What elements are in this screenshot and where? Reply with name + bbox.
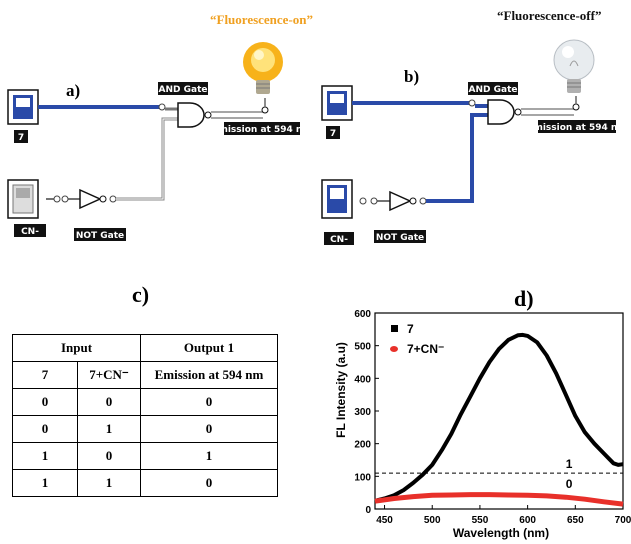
y-tick-label: 300 (354, 407, 371, 418)
table-row: 1 0 1 (12, 442, 278, 470)
x-tick-label: 500 (424, 515, 441, 526)
col-7: 7 (12, 361, 78, 389)
series-line-7 (374, 332, 624, 503)
legend-label: 7 (407, 322, 414, 336)
panel-a: a) “Fluorescence-on” 7 CN- (7, 12, 313, 241)
fluorescence-on-label: “Fluorescence-on” (210, 12, 313, 27)
panel-a-label: a) (66, 81, 80, 100)
table-cell: 1 (77, 415, 141, 443)
table-cell: 0 (140, 469, 278, 497)
header-output: Output 1 (140, 334, 278, 362)
and-gate-label: AND Gate (159, 85, 208, 95)
not-gate-icon (79, 188, 102, 210)
emission-label-b: Emission at 594 nm (527, 123, 626, 133)
truth-table: Input Output 1 7 7+CN⁻ Emission at 594 n… (12, 334, 278, 497)
header-input: Input (12, 334, 141, 362)
series-line-7-cn (374, 492, 624, 507)
lightbulb-off-icon (553, 39, 595, 93)
not-gate-b-label: NOT Gate (376, 233, 424, 243)
input-switch-7-icon (7, 89, 39, 125)
table-row: 0 1 0 (12, 415, 278, 443)
table-cell: 1 (12, 442, 78, 470)
table-cell: 0 (140, 415, 278, 443)
table-cell: 1 (77, 469, 141, 497)
logic-circuits: a) “Fluorescence-on” 7 CN- (7, 8, 627, 245)
y-tick-label: 0 (365, 505, 371, 516)
col-emission: Emission at 594 nm (140, 361, 278, 389)
table-row: 1 1 0 (12, 469, 278, 497)
x-tick-label: 550 (472, 515, 489, 526)
x-axis-label: Wavelength (nm) (453, 526, 549, 540)
threshold-label-0: 0 (566, 477, 573, 491)
y-tick-label: 400 (354, 374, 371, 385)
wire-not-to-and (116, 117, 178, 201)
input-cn-label: CN- (21, 227, 39, 237)
panel-c-label: c) (132, 282, 150, 307)
table-subheader-row: 7 7+CN⁻ Emission at 594 nm (12, 361, 278, 389)
input-cn-b-label: CN- (330, 235, 348, 245)
x-tick-label: 650 (567, 515, 584, 526)
input-7-b-label: 7 (330, 129, 336, 139)
y-tick-label: 500 (354, 342, 371, 353)
not-gate-label: NOT Gate (76, 231, 124, 241)
panel-d-label: d) (514, 286, 534, 311)
y-tick-label: 200 (354, 440, 371, 451)
lightbulb-on-icon (243, 42, 283, 94)
fluorescence-spectrum-chart: 0 100 200 300 400 500 600 450 500 550 600 650 700 1 0… (334, 309, 631, 540)
table-cell: 1 (12, 469, 78, 497)
table-cell: 0 (12, 415, 78, 443)
emission-label-a: Emission at 594 nm (212, 125, 311, 135)
legend-marker (390, 346, 398, 352)
table-cell: 0 (77, 388, 141, 416)
x-tick-label: 600 (519, 515, 536, 526)
and-gate-b-icon (487, 99, 515, 125)
table-row: 0 0 0 (12, 388, 278, 416)
x-tick-label: 450 (376, 515, 393, 526)
input-7-label: 7 (18, 133, 24, 143)
threshold-label-1: 1 (566, 457, 573, 471)
y-tick-label: 600 (354, 309, 371, 320)
wire-not-to-and-b (426, 113, 488, 203)
input-switch-cn-icon (7, 179, 39, 219)
y-axis-label: FL Intensity (a.u) (334, 342, 348, 438)
fluorescence-off-label: “Fluorescence-off” (497, 8, 601, 23)
panel-b-label: b) (404, 67, 419, 86)
table-cell: 0 (77, 442, 141, 470)
legend-label: 7+CN⁻ (407, 342, 444, 356)
input-switch-7-b-icon (321, 85, 353, 121)
table-cell: 0 (140, 388, 278, 416)
panel-b: b) “Fluorescence-off” 7 CN- (321, 8, 627, 245)
input-switch-cn-b-icon (321, 179, 353, 219)
col-7-cn: 7+CN⁻ (77, 361, 141, 389)
table-header-row: Input Output 1 (12, 334, 278, 362)
not-gate-b-icon (389, 190, 412, 212)
legend-marker (391, 325, 398, 332)
plot-area (374, 312, 624, 510)
and-gate-icon (177, 102, 205, 128)
and-gate-b-label: AND Gate (469, 85, 518, 95)
y-tick-label: 100 (354, 472, 371, 483)
x-tick-label: 700 (615, 515, 631, 526)
table-cell: 1 (140, 442, 278, 470)
table-cell: 0 (12, 388, 78, 416)
